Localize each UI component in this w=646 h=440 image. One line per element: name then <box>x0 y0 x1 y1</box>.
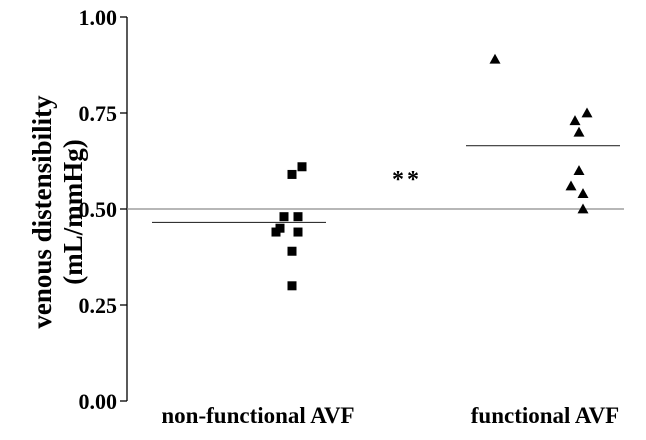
mean-lines <box>152 145 620 223</box>
data-point-triangle <box>577 203 589 214</box>
y-axis-title: venous distensibility (mL/mmHg) <box>27 95 88 329</box>
data-point-square <box>297 162 307 172</box>
y-tick-label: 0.00 <box>79 389 118 414</box>
data-point-square <box>271 227 281 237</box>
data-point-triangle <box>573 165 585 175</box>
significance-annotation: ** <box>392 167 422 193</box>
y-axis-title-line1: venous distensibility <box>27 95 57 329</box>
data-point-square <box>287 246 297 256</box>
y-tick-label: 0.25 <box>79 293 118 318</box>
category-label: functional AVF <box>471 403 619 428</box>
data-point-square <box>293 227 303 237</box>
y-tick-label: 1.00 <box>79 5 118 30</box>
y-tick-label: 0.75 <box>79 101 118 126</box>
y-ticks: 0.00 0.25 0.50 0.75 1.00 <box>79 5 127 414</box>
data-points <box>271 53 593 291</box>
y-tick-label: 0.50 <box>79 197 118 222</box>
data-point-triangle <box>581 107 593 118</box>
data-point-square <box>279 212 289 222</box>
y-axis-title-line2: (mL/mmHg) <box>58 139 88 284</box>
data-point-triangle <box>489 53 501 64</box>
data-point-triangle <box>565 180 577 191</box>
data-point-square <box>287 281 297 291</box>
category-labels: non-functional AVF functional AVF <box>161 403 619 428</box>
data-point-triangle <box>569 115 581 126</box>
data-point-square <box>293 212 303 222</box>
data-point-triangle <box>573 126 585 137</box>
data-point-square <box>287 169 297 179</box>
category-label: non-functional AVF <box>161 403 354 428</box>
data-point-triangle <box>577 188 589 199</box>
